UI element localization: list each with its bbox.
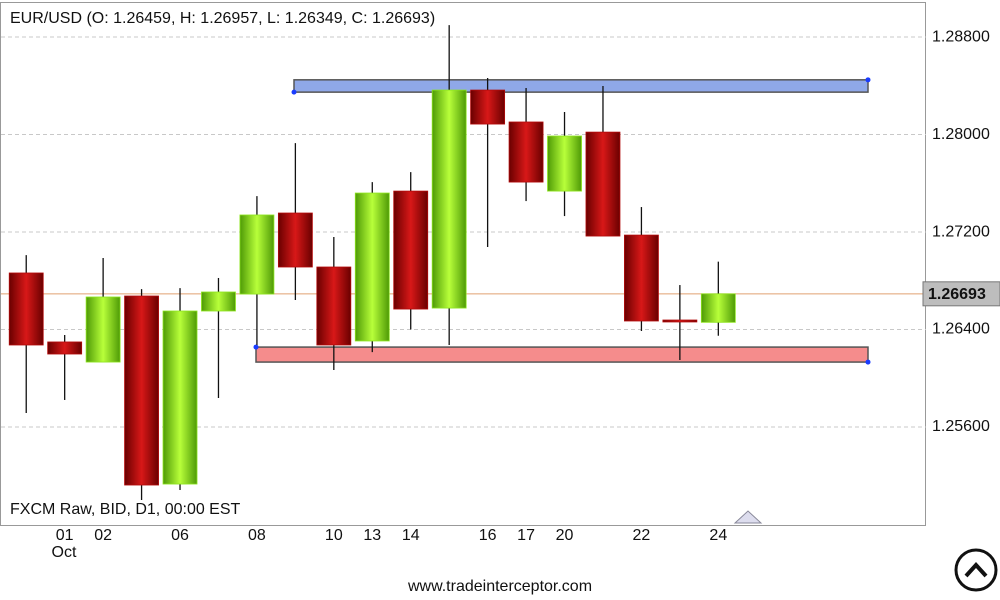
x-tick-label: 24 [709,527,727,544]
scroll-marker [733,510,763,524]
x-tick-label: 06 [171,527,189,544]
x-tick-label: 22 [633,527,651,544]
last-price-label: 1.26693 [928,286,986,303]
candle-body-down [277,212,313,268]
candle-body-down [393,190,429,310]
zone-handle [291,89,297,95]
x-tick-label: 02 [94,527,112,544]
x-tick-label: 10 [325,527,343,544]
candle-body-down [8,272,44,346]
x-tick-label: 08 [248,527,266,544]
y-tick-label: 1.27200 [932,223,990,240]
candle-body-up [162,310,198,485]
y-tick-label: 1.28000 [932,126,990,143]
x-tick-label: 01 [56,527,74,544]
candle-body-up [354,192,390,342]
last-price-box [922,281,1000,307]
zone-handle [865,359,871,365]
candle-body-up [431,89,467,309]
candle-body-down [470,89,506,125]
y-tick-label: 1.28800 [932,28,990,45]
x-tick-label: 13 [363,527,381,544]
candle-body-down [662,319,698,323]
candle-body-down [585,131,621,237]
candle-body-down [624,234,659,322]
candle-body-down [508,121,544,183]
zone-handle [865,77,871,83]
chart-title: EUR/USD (O: 1.26459, H: 1.26957, L: 1.26… [10,10,435,27]
candle-body-up [547,135,582,192]
y-tick-label: 1.26400 [932,321,990,338]
price-zone [255,346,869,363]
x-tick-label: 20 [556,527,574,544]
scroll-top-button[interactable] [954,548,998,592]
x-tick-label: 14 [402,527,420,544]
zone-handle [253,344,259,350]
x-tick-label: 17 [517,527,535,544]
candle-body-up [201,291,236,312]
candle-body-down [316,266,352,346]
x-tick-label: 16 [479,527,497,544]
price-zone [293,79,869,93]
y-tick-label: 1.25600 [932,418,990,435]
candle-body-down [124,295,159,486]
chart-subtitle: FXCM Raw, BID, D1, 00:00 EST [10,501,241,518]
footer: www.tradeinterceptor.com [407,578,592,595]
month-label: Oct [52,544,77,561]
candle-body-down [47,341,83,355]
candle-body-up [85,296,121,363]
candle-body-up [239,214,275,295]
candle-body-up [700,293,736,323]
